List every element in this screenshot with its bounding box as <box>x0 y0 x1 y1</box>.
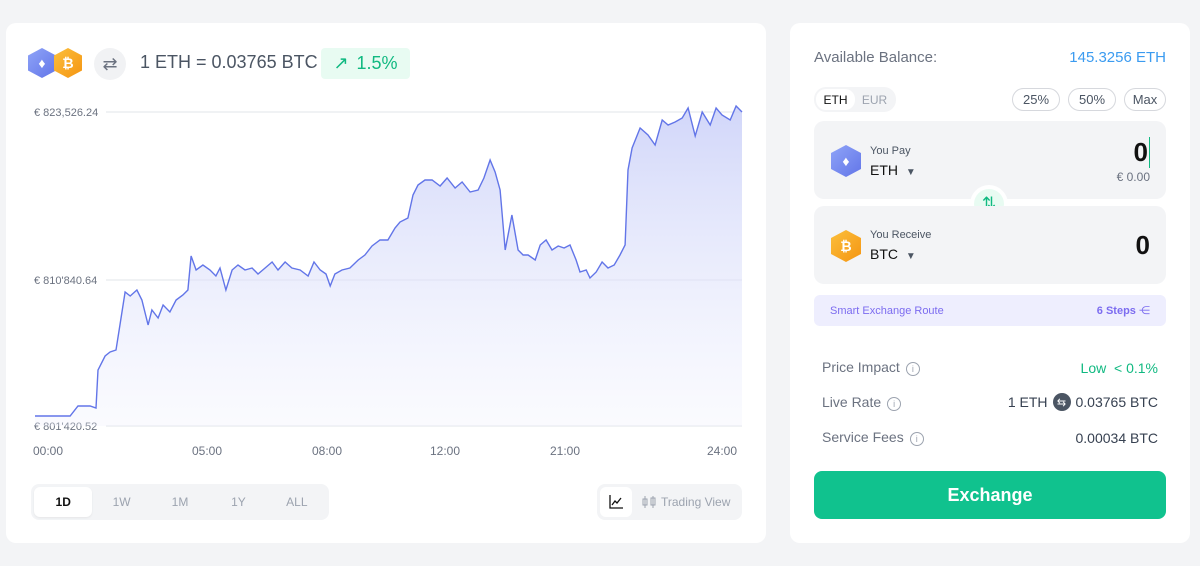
swap-rate-icon: ⇆ <box>1052 393 1071 411</box>
line-chart-icon <box>609 495 623 509</box>
x-tick-label: 05:00 <box>192 444 222 458</box>
live-rate-row: Live Rate i 1 ETH ⇆ 0.03765 BTC <box>822 393 1158 411</box>
info-icon[interactable]: i <box>909 432 924 446</box>
exchange-rate: 1 ETH = 0.03765 BTC <box>140 52 318 72</box>
quick-25-button[interactable]: 25% <box>1012 88 1060 111</box>
caret-down-icon: ▼ <box>905 167 916 178</box>
chart-type-toggle: Trading View <box>597 484 742 520</box>
pay-amount-input[interactable]: 0 <box>1133 137 1150 168</box>
exchange-card: Available Balance: 145.3256 ETH ETH EUR … <box>790 23 1190 543</box>
x-tick-label: 00:00 <box>33 444 63 458</box>
exchange-button[interactable]: Exchange <box>814 471 1166 519</box>
tab-all[interactable]: ALL <box>286 495 308 509</box>
y-tick-label: € 810'840.64 <box>34 275 97 287</box>
line-chart-button[interactable] <box>600 487 632 517</box>
tab-1d[interactable]: 1D <box>34 487 93 517</box>
balance-value: 145.3256 ETH <box>1069 49 1166 66</box>
info-icon[interactable]: i <box>887 396 902 411</box>
pay-coin-select[interactable]: ETH ▼ <box>870 162 916 178</box>
receive-coin-select[interactable]: BTC ▼ <box>870 246 916 262</box>
x-tick-label: 24:00 <box>707 444 737 458</box>
smart-route-bar[interactable]: Smart Exchange Route 6 Steps ⋲ <box>814 295 1166 326</box>
x-tick-label: 08:00 <box>312 444 342 458</box>
quick-max-button[interactable]: Max <box>1124 88 1166 111</box>
tab-1w[interactable]: 1W <box>112 495 131 509</box>
pay-label: You Pay <box>870 145 911 157</box>
receive-box: ₿ You Receive BTC ▼ 0 <box>814 206 1166 284</box>
currency-toggle: ETH EUR <box>814 87 896 112</box>
balance-label: Available Balance: <box>814 49 938 66</box>
tab-1m[interactable]: 1M <box>171 495 189 509</box>
price-area <box>35 106 742 426</box>
info-icon[interactable]: i <box>905 362 920 376</box>
service-fees-row: Service Fees i 0.00034 BTC <box>822 429 1158 446</box>
change-badge: ↗ 1.5% <box>321 48 410 79</box>
receive-label: You Receive <box>870 229 932 241</box>
route-share-icon: ⋲ <box>1139 305 1150 317</box>
price-chart: € 823,526.24€ 810'840.64€ 801'420.52 00:… <box>33 104 743 458</box>
swap-arrows-icon: ⇄ <box>102 53 118 74</box>
candlestick-icon <box>642 496 656 508</box>
chart-card: ♦ ₿ ⇄ 1 ETH = 0.03765 BTC ↗ 1.5% € 823,52… <box>6 23 766 543</box>
trading-view-button[interactable]: Trading View <box>642 495 730 509</box>
x-tick-label: 21:00 <box>550 444 580 458</box>
currency-eur[interactable]: EUR <box>861 92 888 107</box>
route-label: Smart Exchange Route <box>830 304 944 317</box>
eth-coin-icon: ♦ <box>831 145 861 177</box>
x-tick-label: 12:00 <box>430 444 460 458</box>
pay-fiat-value: € 0.00 <box>1116 170 1150 184</box>
btc-coin-icon: ₿ <box>831 230 861 262</box>
receive-amount: 0 <box>1135 230 1150 260</box>
quick-50-button[interactable]: 50% <box>1068 88 1116 111</box>
eth-coin-icon: ♦ <box>28 48 56 78</box>
caret-down-icon: ▼ <box>905 251 916 262</box>
price-line <box>35 104 743 417</box>
y-tick-label: € 823,526.24 <box>34 107 98 119</box>
route-steps: 6 Steps <box>1096 305 1136 317</box>
tab-1y[interactable]: 1Y <box>231 495 246 509</box>
trend-up-icon: ↗ <box>333 53 349 73</box>
price-impact-row: Price Impact i Low < 0.1% <box>822 359 1158 376</box>
currency-eth[interactable]: ETH <box>816 89 855 110</box>
range-tabs: 1D 1W 1M 1Y ALL <box>31 484 329 520</box>
swap-pair-button[interactable]: ⇄ <box>94 48 126 80</box>
